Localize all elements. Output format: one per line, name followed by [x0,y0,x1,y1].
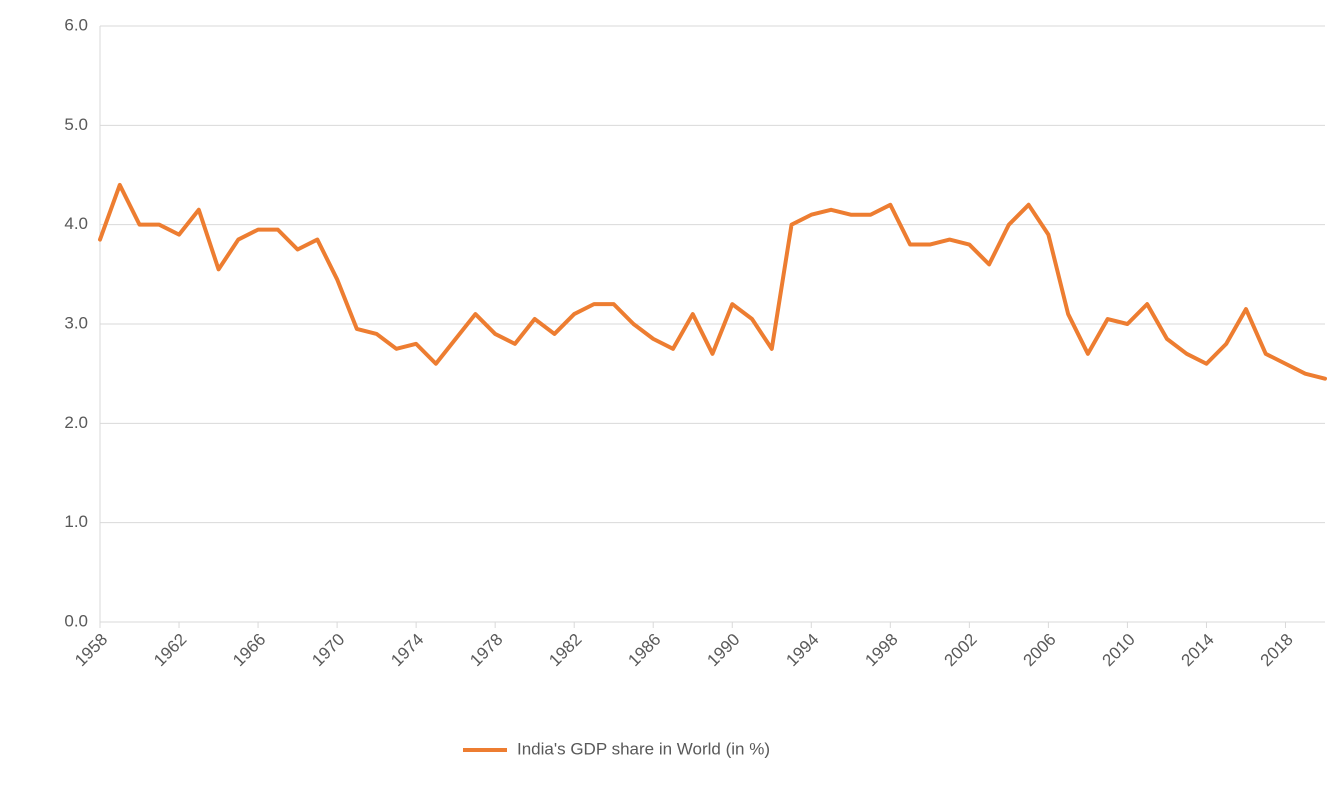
chart-svg: 0.01.02.03.04.05.06.01958196219661970197… [0,0,1339,792]
y-tick-label: 2.0 [64,413,88,432]
legend-label: India's GDP share in World (in %) [517,739,770,758]
y-tick-label: 5.0 [64,115,88,134]
y-tick-label: 4.0 [64,214,88,233]
line-chart: 0.01.02.03.04.05.06.01958196219661970197… [0,0,1339,792]
y-tick-label: 1.0 [64,512,88,531]
y-tick-label: 0.0 [64,611,88,630]
y-tick-label: 3.0 [64,313,88,332]
y-tick-label: 6.0 [64,15,88,34]
